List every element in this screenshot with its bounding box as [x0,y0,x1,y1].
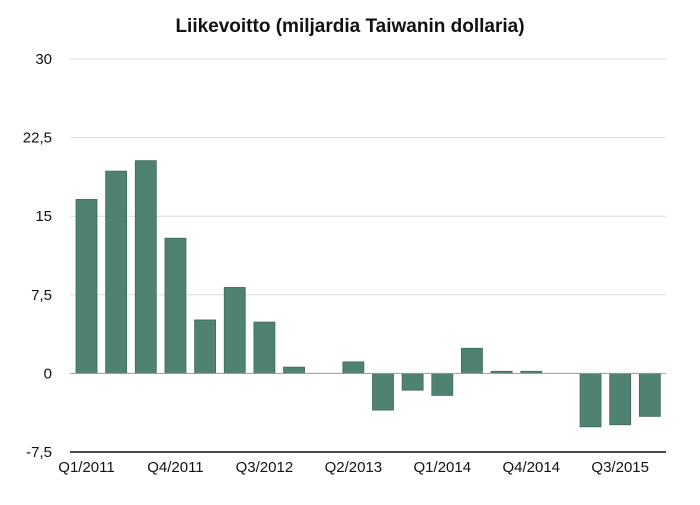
x-tick-labels: Q1/2011 Q4/2011 Q3/2012 Q2/2013 Q1/2014 Q4/20… [58,459,649,476]
bar [401,372,424,391]
x-tick-label: Q3/2012 [236,459,294,476]
bar [609,372,632,426]
x-tick-label: Q4/2014 [502,459,560,476]
bars [75,160,661,428]
x-tick-label: Q1/2011 [58,459,114,476]
bar [283,366,305,374]
x-tick-label: Q1/2014 [414,459,472,476]
x-tick-label: Q4/2011 [147,459,203,476]
chart-title: Liikevoitto (miljardia Taiwanin dollaria… [175,16,525,37]
bar [223,287,246,374]
y-tick-labels: -7,5 0 7,5 15 22,5 30 [23,51,52,461]
grid-lines [70,58,666,296]
axes [70,372,666,453]
y-tick-label: 30 [35,51,52,68]
bar [75,199,98,374]
bar [372,372,394,411]
x-tick-label: Q3/2015 [591,459,649,476]
bar [431,372,454,396]
y-tick-label: 7,5 [31,287,52,304]
bar [638,372,661,417]
bar [134,160,157,374]
bar [194,319,217,374]
bar [105,170,128,374]
y-tick-label: 0 [44,365,52,382]
y-tick-label: 22,5 [23,130,52,147]
bar [253,321,276,374]
y-tick-label: -7,5 [26,444,52,461]
bar [461,347,483,374]
bar [342,361,365,374]
bar [164,237,187,374]
y-tick-label: 15 [35,208,52,225]
bar [579,372,602,428]
x-tick-label: Q2/2013 [325,459,383,476]
